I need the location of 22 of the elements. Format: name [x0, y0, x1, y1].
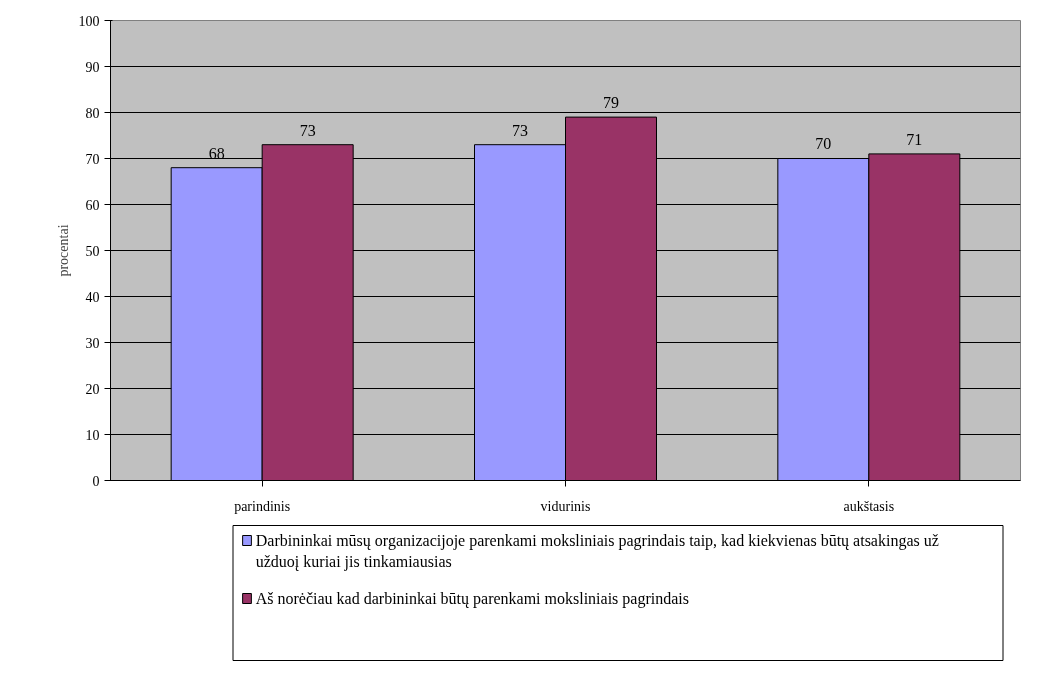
- x-tick-label: vidurinis: [540, 498, 591, 514]
- data-label: 70: [815, 135, 832, 153]
- y-tick-label: 80: [85, 105, 100, 121]
- data-label: 73: [299, 121, 316, 139]
- y-tick-label: 90: [85, 59, 100, 75]
- y-tick-label: 50: [85, 243, 100, 259]
- x-tick-label: aukštasis: [843, 498, 895, 514]
- y-tick-label: 0: [92, 473, 100, 489]
- data-label: 79: [603, 93, 619, 111]
- y-tick-label: 60: [85, 197, 100, 213]
- y-tick-label: 20: [85, 381, 100, 397]
- y-tick-label: 40: [85, 289, 100, 305]
- x-tick-label: parindinis: [234, 498, 291, 514]
- y-tick-label: 100: [78, 13, 100, 29]
- y-axis-title: procentai: [55, 224, 71, 277]
- y-tick-label: 30: [85, 335, 100, 351]
- data-label: 73: [512, 121, 528, 139]
- y-tick-label: 10: [85, 427, 100, 443]
- y-tick-label: 70: [85, 151, 100, 167]
- data-label: 71: [906, 130, 923, 148]
- legend-label: Aš norėčiau kad darbininkai būtų parenkami moksliniais pagrindais: [255, 589, 689, 608]
- legend-label: Darbininkai mūsų organizacijoje parenkami moksliniais pagrindais taip, kad kiekvienas būtų atsakingas už užduoį kuriai jis tinkamiausias: [255, 531, 939, 571]
